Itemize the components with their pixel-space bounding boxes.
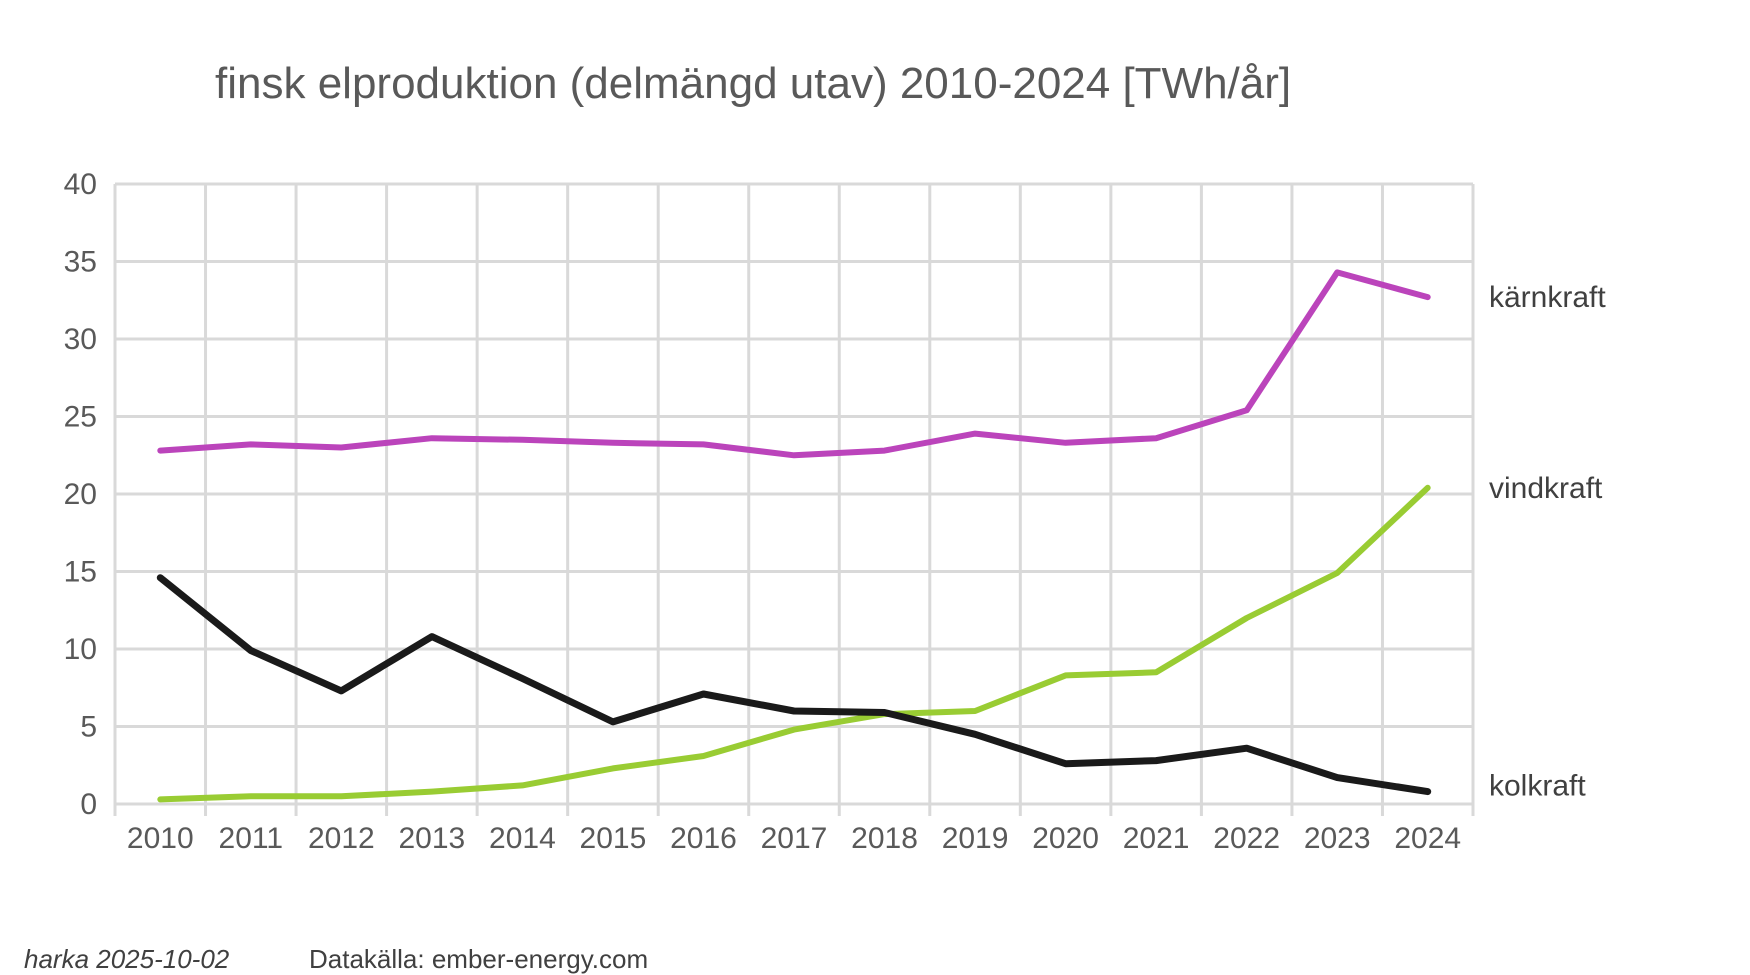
x-tick-label: 2014 bbox=[489, 822, 556, 855]
y-tick-label: 20 bbox=[64, 478, 97, 511]
y-tick-label: 5 bbox=[80, 711, 97, 744]
series-label: kärnkraft bbox=[1489, 281, 1606, 314]
x-tick-label: 2019 bbox=[942, 822, 1009, 855]
y-tick-label: 40 bbox=[64, 168, 97, 201]
y-tick-label: 25 bbox=[64, 401, 97, 434]
x-tick-label: 2017 bbox=[761, 822, 828, 855]
x-tick-label: 2015 bbox=[580, 822, 647, 855]
x-tick-label: 2018 bbox=[851, 822, 918, 855]
y-tick-label: 10 bbox=[64, 633, 97, 666]
x-tick-label: 2020 bbox=[1032, 822, 1099, 855]
x-axis-ticks: 2010 2011 2012 2013 2014 2015 2016 2017 2018 2019… bbox=[127, 822, 1461, 855]
series-line-vindkraft bbox=[157, 484, 1431, 803]
y-axis-ticks: 0 5 10 15 20 25 30 35 40 bbox=[64, 168, 97, 821]
x-tick-label: 2013 bbox=[398, 822, 465, 855]
series-line-kolkraft bbox=[156, 574, 1432, 796]
series-label: kolkraft bbox=[1489, 770, 1586, 803]
chart-title: finsk elproduktion (delmängd utav) 2010-… bbox=[215, 59, 1291, 108]
author-date: harka 2025-10-02 bbox=[24, 944, 230, 974]
x-tick-label: 2011 bbox=[219, 822, 284, 855]
x-tick-label: 2023 bbox=[1304, 822, 1371, 855]
series-label: vindkraft bbox=[1489, 472, 1603, 505]
y-tick-label: 0 bbox=[80, 788, 97, 821]
series-lines bbox=[156, 269, 1432, 803]
series-labels: kärnkraft vindkraft kolkraft bbox=[1489, 281, 1606, 802]
y-tick-label: 35 bbox=[64, 246, 97, 279]
data-source: Datakälla: ember-energy.com bbox=[309, 944, 649, 974]
x-tick-label: 2022 bbox=[1213, 822, 1280, 855]
x-tick-label: 2010 bbox=[127, 822, 194, 855]
x-tick-label: 2016 bbox=[670, 822, 737, 855]
x-tick-label: 2024 bbox=[1394, 822, 1461, 855]
x-tick-label: 2021 bbox=[1123, 822, 1190, 855]
y-tick-label: 30 bbox=[64, 323, 97, 356]
x-tick-label: 2012 bbox=[308, 822, 375, 855]
series-line-krnkraft bbox=[157, 269, 1431, 459]
y-tick-label: 15 bbox=[64, 556, 97, 589]
gridlines bbox=[113, 182, 1475, 816]
